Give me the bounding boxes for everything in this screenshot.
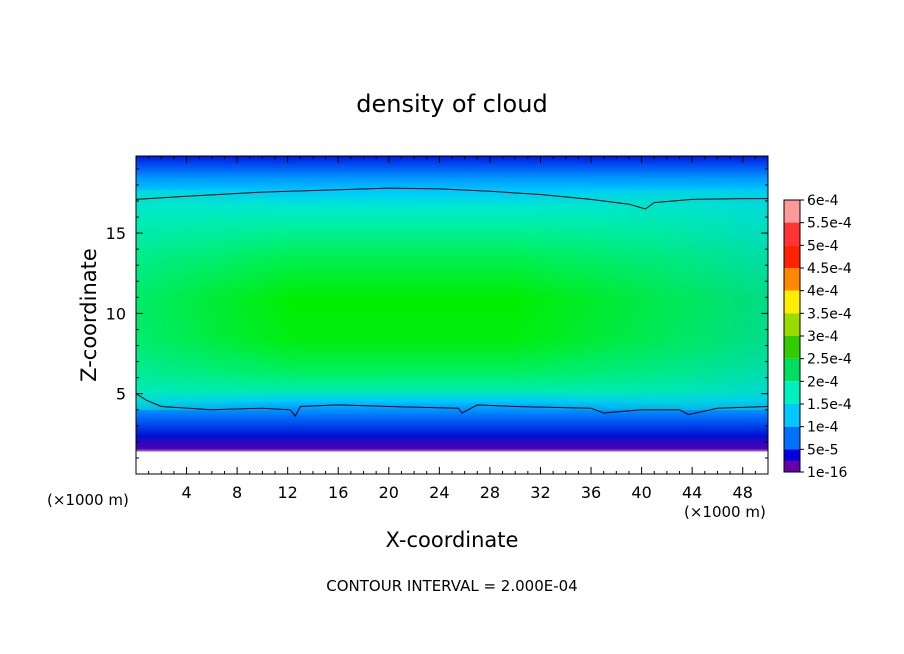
x-unit-left: (×1000 m) xyxy=(47,491,129,509)
colorbar-cell xyxy=(784,268,800,291)
x-tick-label: 16 xyxy=(328,483,348,502)
colorbar-cell xyxy=(784,404,800,427)
x-tick-label: 8 xyxy=(232,483,242,502)
colorbar-cell xyxy=(784,460,800,472)
colorbar-cell xyxy=(784,200,800,223)
y-tick-label: 10 xyxy=(106,304,126,323)
colorbar-label: 2.5e-4 xyxy=(807,352,852,368)
colorbar-label: 3.5e-4 xyxy=(807,306,852,322)
x-tick-label: 12 xyxy=(278,483,298,502)
density-field-lateral-variation xyxy=(136,190,768,410)
x-tick-label: 24 xyxy=(429,483,449,502)
colorbar-cell xyxy=(784,381,800,404)
colorbar-label: 1e-4 xyxy=(807,420,839,436)
colorbar-label: 5e-5 xyxy=(807,442,838,458)
x-tick-label: 4 xyxy=(181,483,191,502)
colorbar-label: 4e-4 xyxy=(807,284,839,300)
x-tick-label: 36 xyxy=(581,483,601,502)
colorbar-cell xyxy=(784,426,800,450)
chart-title: density of cloud xyxy=(356,90,547,118)
x-tick-label: 48 xyxy=(733,483,753,502)
y-axis-label: Z-coordinate xyxy=(77,248,101,382)
colorbar-label: 5.5e-4 xyxy=(807,216,852,232)
colorbar-cell xyxy=(784,336,800,359)
plot-area xyxy=(136,156,768,474)
contour-interval-note: CONTOUR INTERVAL = 2.000E-04 xyxy=(326,577,577,595)
colorbar-cell xyxy=(784,245,800,268)
colorbar-cell xyxy=(784,313,800,336)
colorbar-cell xyxy=(784,222,800,246)
colorbar-label: 5e-4 xyxy=(807,238,839,254)
x-tick-label: 32 xyxy=(530,483,550,502)
contour-line-upper xyxy=(136,187,768,210)
y-tick-label: 5 xyxy=(116,385,126,404)
colorbar-label: 1.5e-4 xyxy=(807,397,852,413)
x-tick-label: 44 xyxy=(682,483,702,502)
x-tick-label: 20 xyxy=(379,483,399,502)
x-unit-right: (×1000 m) xyxy=(684,503,766,521)
x-tick-label: 40 xyxy=(631,483,651,502)
colorbar-label: 4.5e-4 xyxy=(807,261,852,277)
x-tick-label: 28 xyxy=(480,483,500,502)
colorbar-label: 1e-16 xyxy=(807,465,847,481)
cloud-base-band xyxy=(136,451,768,474)
x-axis: 4 8 12 16 20 24 28 32 36 40 44 48 xyxy=(148,156,756,502)
y-tick-label: 15 xyxy=(106,224,126,243)
contour-line-lower xyxy=(136,393,768,418)
colorbar-cell xyxy=(784,358,800,382)
colorbar-label: 3e-4 xyxy=(807,329,839,345)
colorbar: 6e-4 5.5e-4 5e-4 4.5e-4 4e-4 3.5e-4 3e-4 2.5e-4… xyxy=(783,193,852,481)
y-axis: 5 10 15 xyxy=(106,168,768,459)
colorbar-label: 2e-4 xyxy=(807,374,839,390)
x-axis-label: X-coordinate xyxy=(386,528,519,552)
colorbar-label: 6e-4 xyxy=(807,193,839,209)
colorbar-cell xyxy=(784,290,800,314)
